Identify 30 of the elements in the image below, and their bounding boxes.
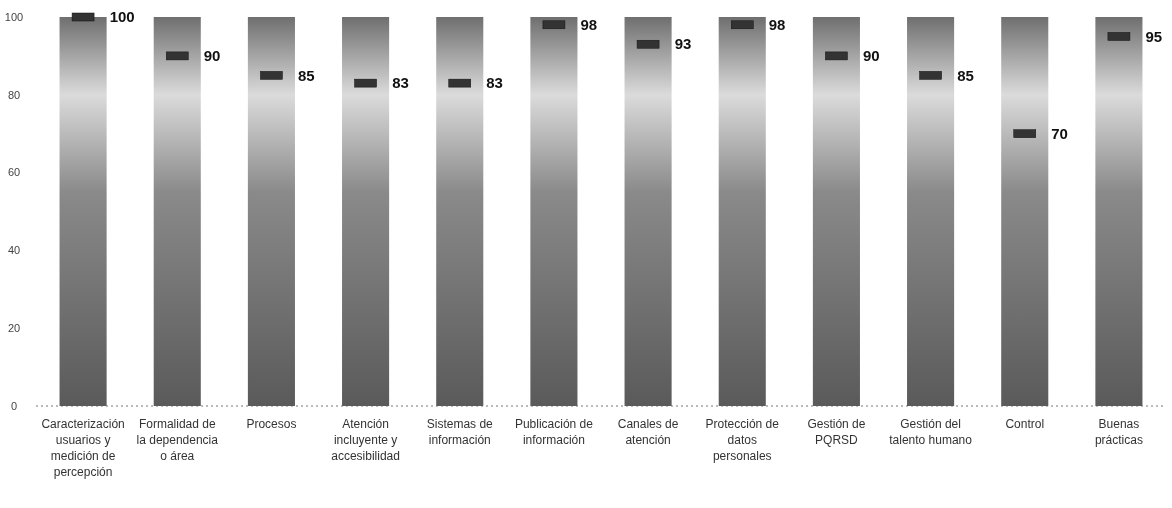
y-tick-label: 80 [7, 88, 21, 101]
x-tick-label: Protección de datos personales [705, 417, 780, 463]
data-label: 98 [580, 16, 598, 34]
data-label: 93 [674, 35, 692, 53]
x-tick-label: Control [1005, 417, 1045, 431]
y-tick-label: 60 [7, 166, 21, 179]
data-label: 95 [1145, 27, 1163, 45]
data-label: 85 [297, 66, 315, 84]
data-label: 90 [862, 47, 880, 65]
data-label: 83 [392, 74, 409, 92]
x-tick-label: Buenas prácticas [1094, 417, 1143, 447]
x-tick-label: Gestión del talento humano [889, 417, 973, 447]
x-tick-label: Canales de atención [617, 417, 679, 447]
data-label: 70 [1051, 124, 1068, 142]
y-tick-label: 40 [7, 244, 21, 257]
y-tick-label: 0 [10, 399, 18, 412]
x-tick-label: Gestión de PQRSD [807, 417, 866, 447]
data-label: 98 [768, 16, 786, 34]
x-tick-label: Caracterización usuarios y medición de percepción [41, 417, 125, 479]
y-tick-label: 20 [7, 322, 21, 335]
data-label: 85 [957, 66, 974, 84]
x-tick-label: Formalidad de la dependencia o área [136, 417, 219, 463]
data-label: 83 [486, 74, 503, 92]
x-tick-label: Publicación de información [514, 417, 594, 447]
x-tick-label: Sistemas de información [426, 417, 494, 447]
y-tick-label: 100 [4, 10, 24, 23]
data-label: 100 [109, 8, 135, 26]
data-label: 90 [203, 47, 221, 65]
x-tick-label: Procesos [246, 417, 297, 431]
x-tick-label: Atención incluyente y accesibilidad [331, 417, 400, 463]
